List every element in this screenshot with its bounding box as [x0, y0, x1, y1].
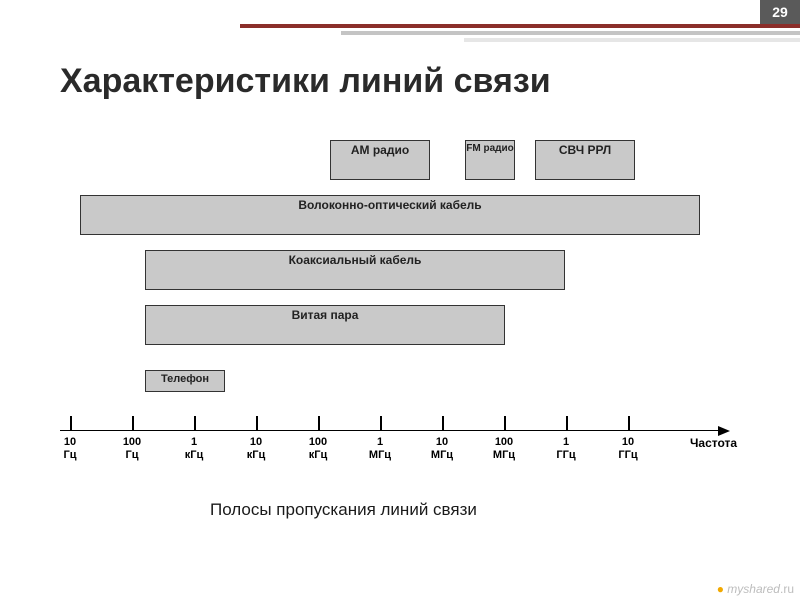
axis-tick [442, 416, 444, 430]
band-coaxial: Коаксиальный кабель [145, 250, 565, 290]
page-number-badge: 29 [760, 0, 800, 24]
band-am-radio: АМ радио [330, 140, 430, 180]
axis-tick [380, 416, 382, 430]
header-decor [240, 24, 800, 45]
axis-tick [194, 416, 196, 430]
band-svch-rrl: СВЧ РРЛ [535, 140, 635, 180]
axis-label: Частота [690, 436, 737, 450]
axis-tick-label: 10Гц [45, 436, 95, 461]
axis-tick-label: 10МГц [417, 436, 467, 461]
axis-tick [70, 416, 72, 430]
stripe-light [464, 38, 800, 42]
axis-tick-label: 10кГц [231, 436, 281, 461]
axis-tick [132, 416, 134, 430]
axis-tick [504, 416, 506, 430]
axis-tick-label: 1МГц [355, 436, 405, 461]
axis-tick-label: 1ГГц [541, 436, 591, 461]
axis-tick [256, 416, 258, 430]
axis-tick-label: 100МГц [479, 436, 529, 461]
axis-tick-label: 100кГц [293, 436, 343, 461]
page-title: Характеристики линий связи [60, 62, 551, 101]
band-fm-radio: FM радио [465, 140, 515, 180]
axis-tick [318, 416, 320, 430]
axis-tick-label: 100Гц [107, 436, 157, 461]
axis-arrow-icon [718, 426, 730, 436]
band-twisted: Витая пара [145, 305, 505, 345]
stripe-mid [341, 31, 800, 35]
axis-tick [628, 416, 630, 430]
band-telephone: Телефон [145, 370, 225, 392]
axis-tick [566, 416, 568, 430]
frequency-axis [60, 430, 720, 431]
watermark-text: myshared [727, 582, 780, 596]
watermark: ● myshared.ru [717, 582, 794, 596]
axis-tick-label: 10ГГц [603, 436, 653, 461]
chart-caption: Полосы пропускания линий связи [210, 500, 477, 520]
band-fiber: Волоконно-оптический кабель [80, 195, 700, 235]
stripe-dark [240, 24, 800, 28]
bandwidth-chart: АМ радио FM радио СВЧ РРЛ Волоконно-оптичес… [60, 140, 740, 470]
axis-tick-label: 1кГц [169, 436, 219, 461]
